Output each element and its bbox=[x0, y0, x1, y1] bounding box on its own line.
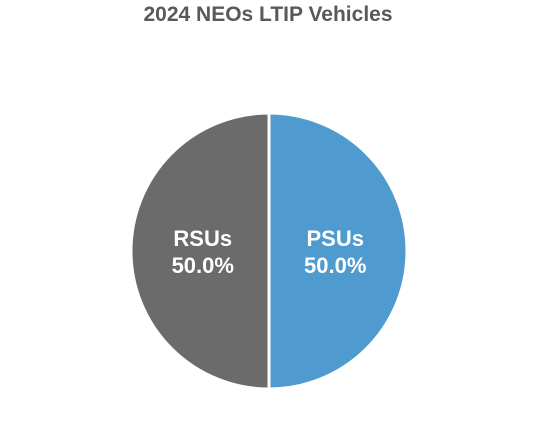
pie-slice-rsus bbox=[129, 111, 271, 391]
pie-slice-psus bbox=[267, 111, 409, 391]
slice-percent-psus: 50.0% bbox=[304, 253, 366, 278]
chart-title: 2024 NEOs LTIP Vehicles bbox=[143, 3, 393, 26]
slice-label-rsus: RSUs bbox=[173, 226, 232, 251]
slice-percent-rsus: 50.0% bbox=[172, 253, 234, 278]
slice-label-psus: PSUs bbox=[306, 226, 363, 251]
